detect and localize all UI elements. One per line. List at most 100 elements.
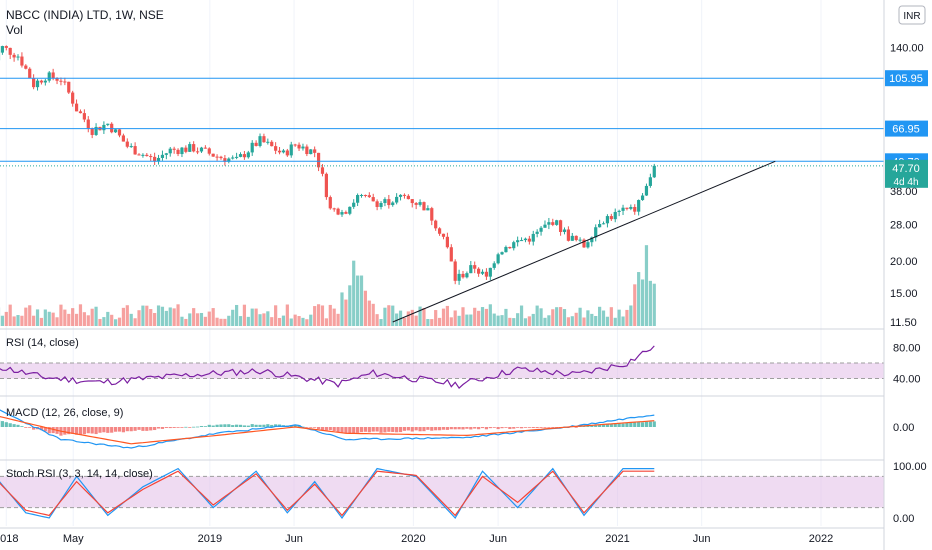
macd-histogram-bar: [547, 427, 551, 428]
candle-body: [516, 240, 520, 243]
candle-body: [313, 149, 317, 153]
macd-histogram-bar: [203, 426, 207, 427]
macd-histogram-bar: [231, 425, 235, 427]
macd-label[interactable]: MACD (12, 26, close, 9): [6, 407, 123, 419]
volume-bar: [359, 275, 364, 326]
level-price-tag[interactable]: [885, 120, 928, 137]
candle-body: [102, 124, 106, 131]
candle-body: [391, 202, 395, 206]
macd-histogram-bar: [617, 422, 621, 427]
candle-body: [24, 65, 28, 69]
macd-histogram-bar: [180, 427, 184, 428]
macd-histogram-bar: [254, 424, 258, 427]
macd-histogram-bar: [601, 424, 606, 427]
candle-body: [297, 144, 301, 149]
macd-histogram-bar: [445, 427, 449, 430]
macd-histogram-bar: [348, 427, 352, 434]
candle-body: [430, 208, 434, 221]
macd-histogram-bar: [8, 423, 12, 427]
macd-histogram-bar: [324, 427, 328, 431]
rsi-line: [0, 345, 655, 390]
candle-body: [149, 156, 153, 158]
macd-histogram-bar: [305, 427, 309, 428]
last-price-tag[interactable]: [885, 159, 928, 188]
volume-bar: [207, 311, 211, 326]
price-axis-tick: 15.00: [890, 288, 918, 300]
volume-bar: [637, 272, 641, 326]
candle-body: [504, 246, 508, 253]
candle-body: [20, 56, 24, 66]
volume-bar: [484, 308, 489, 326]
volume-bar: [613, 317, 617, 326]
macd-histogram-bar: [625, 422, 629, 427]
volume-bar: [20, 315, 24, 326]
volume-bar: [125, 305, 129, 326]
price-axis-tick: 11.50: [890, 317, 917, 329]
volume-bar: [625, 309, 629, 326]
candle-body: [32, 78, 36, 88]
volume-bar: [94, 306, 98, 326]
candle-body: [188, 144, 192, 152]
volume-bar: [188, 313, 192, 326]
candle-body: [235, 156, 239, 158]
price-axis-tick: 38.00: [890, 186, 918, 198]
volume-bar: [551, 309, 555, 326]
macd-histogram-bar: [172, 427, 176, 428]
symbol-title[interactable]: NBCC (INDIA) LTD, 1W, NSE: [6, 8, 164, 22]
volume-bar: [644, 245, 649, 326]
volume-bar: [24, 307, 28, 326]
rsi-label[interactable]: RSI (14, close): [6, 337, 79, 349]
level-price-tag-label: 105.95: [889, 73, 923, 85]
volume-bar: [590, 313, 594, 326]
candle-body: [59, 80, 63, 82]
macd-histogram-bar: [644, 421, 649, 427]
candle-body: [90, 128, 94, 135]
macd-histogram-bar: [242, 425, 247, 427]
volume-bar: [434, 310, 438, 326]
volume-bar: [383, 307, 387, 326]
volume-bar: [242, 304, 247, 326]
axes[interactable]: 2018 May 2019 Jun 2020 Jun 2021 Jun 2022 140.00 38…: [0, 43, 928, 545]
trendline[interactable]: [392, 160, 776, 323]
macd-histogram-bar: [246, 425, 250, 427]
candle-body: [113, 129, 118, 133]
currency-button[interactable]: INR: [898, 5, 926, 25]
volume-label: Vol: [6, 23, 23, 37]
candle-body: [484, 271, 489, 277]
stoch-rsi-label[interactable]: Stoch RSI (3, 3, 14, 14, close): [6, 468, 153, 480]
macd-histogram-bar: [465, 427, 469, 429]
candle-body: [309, 149, 313, 155]
candle-body: [289, 144, 293, 156]
macd-histogram-bar: [375, 427, 379, 432]
candle-body: [496, 254, 500, 264]
macd-histogram-bar: [480, 427, 485, 429]
volume-bar: [250, 308, 254, 326]
pane-dividers[interactable]: [0, 0, 885, 550]
candle-body: [648, 177, 652, 186]
volume-bar: [258, 314, 262, 326]
macd-histogram-bar: [90, 427, 94, 434]
volume-bar: [461, 307, 465, 326]
candle-body: [227, 158, 231, 162]
candle-body: [379, 203, 383, 207]
trendline-layer[interactable]: [392, 160, 776, 323]
volume-bar: [387, 305, 391, 326]
horizontal-levels[interactable]: [0, 77, 884, 167]
candle-body: [437, 228, 442, 234]
level-price-tag[interactable]: [885, 70, 928, 87]
macd-histogram-bar: [496, 427, 500, 430]
volume-bar: [67, 313, 71, 326]
candle-body: [359, 194, 364, 196]
volume-bar: [235, 304, 239, 326]
volume-bar: [301, 317, 305, 326]
candle-body: [180, 147, 184, 155]
candle-body: [250, 142, 254, 153]
candle-body: [51, 72, 55, 79]
volume-bar: [55, 317, 59, 326]
macd-histogram-bar: [121, 427, 126, 433]
volume-bar: [391, 305, 395, 326]
candle-body: [211, 153, 215, 157]
macd-histogram-bar: [211, 425, 215, 427]
volume-bar: [184, 318, 188, 326]
